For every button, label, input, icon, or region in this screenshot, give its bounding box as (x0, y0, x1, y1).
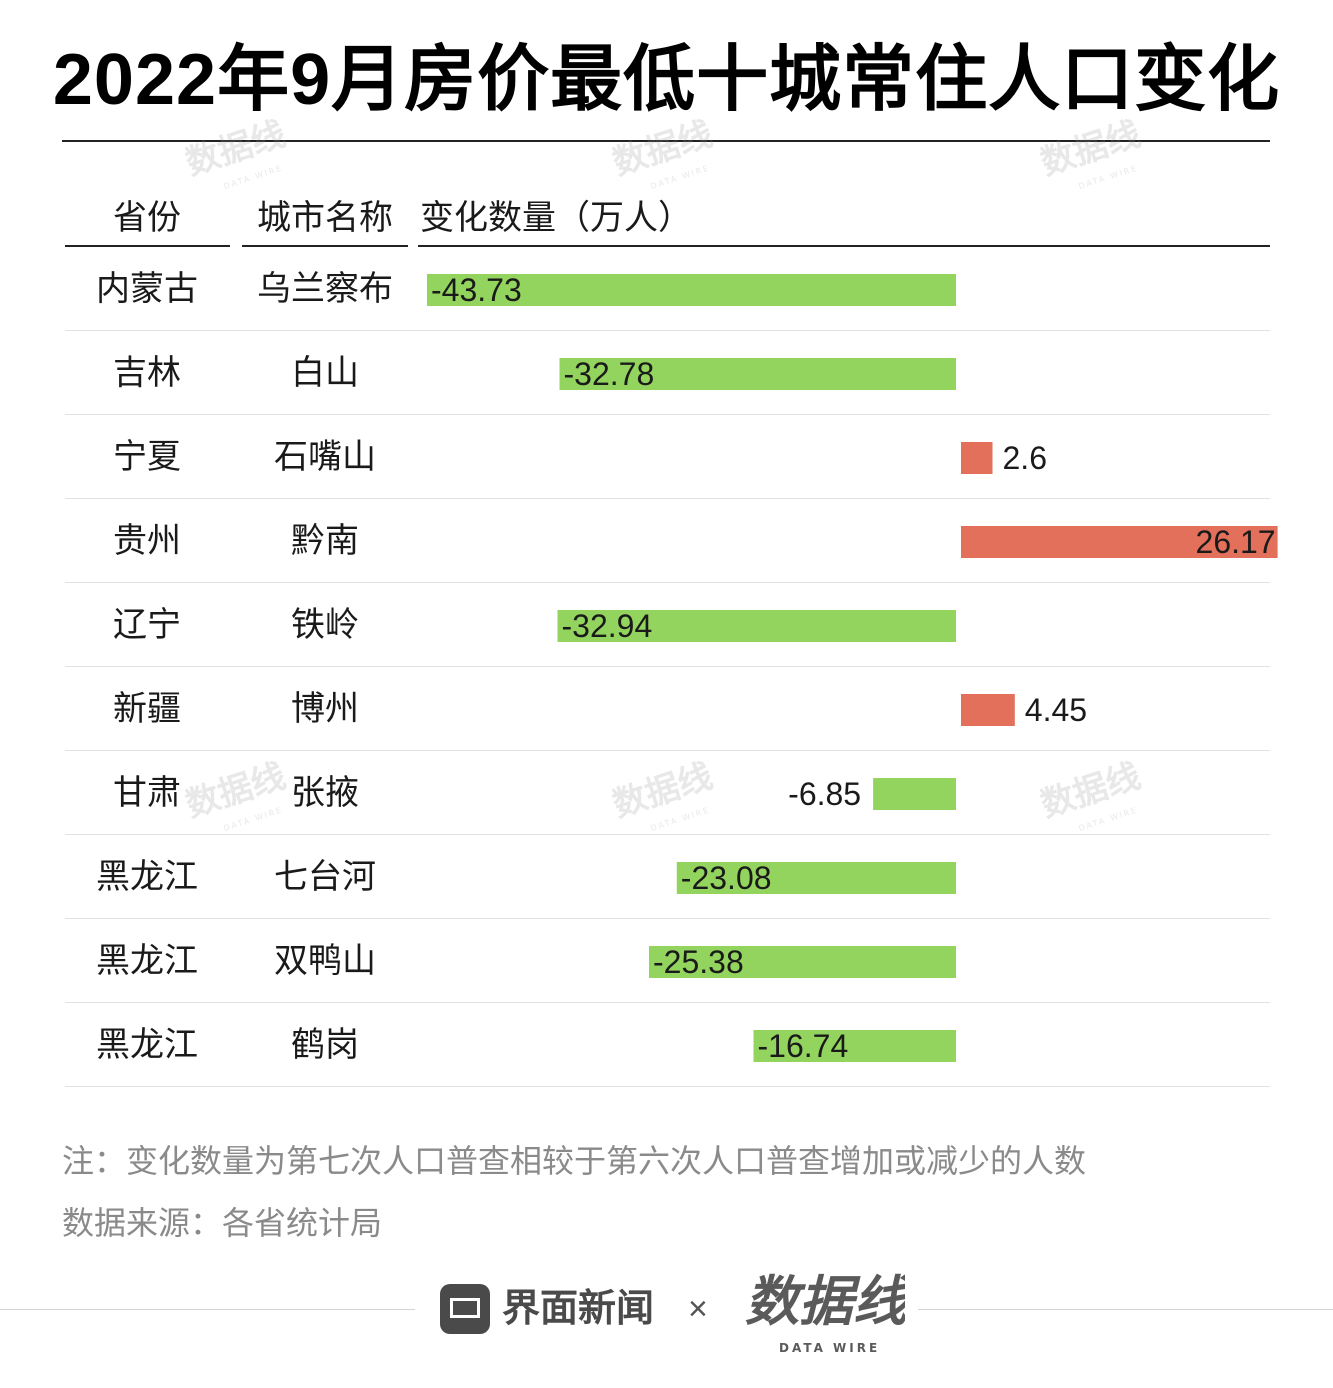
bar (427, 274, 956, 306)
row-city: 石嘴山 (274, 438, 376, 476)
row-province: 新疆 (113, 690, 181, 728)
row-divider (65, 498, 1270, 499)
row-divider (65, 918, 1270, 919)
row-province: 辽宁 (113, 606, 181, 644)
row-city: 乌兰察布 (257, 270, 393, 308)
header-divider-city (242, 245, 408, 247)
header-divider-province (65, 245, 230, 247)
title-divider (62, 140, 1270, 142)
bar-value-label: -23.08 (681, 860, 772, 896)
bar-value-label: -32.78 (564, 356, 655, 392)
row-divider (65, 330, 1270, 331)
jiemian-logo-icon (440, 1284, 490, 1334)
watermark-1: 数据线 DATA WIRE (181, 110, 295, 195)
row-city: 白山 (291, 354, 359, 392)
row-province: 贵州 (113, 522, 181, 560)
header-change: 变化数量（万人） (420, 199, 692, 237)
datawire-logo-text: 数据线 (745, 1270, 905, 1333)
footer-divider-left (0, 1309, 415, 1310)
header-province: 省份 (113, 199, 181, 237)
table-row: 吉林 白山 (0, 331, 1333, 415)
row-province: 黑龙江 (96, 942, 198, 980)
bar (961, 526, 1278, 558)
header-city: 城市名称 (257, 199, 393, 237)
watermark-3: 数据线 DATA WIRE (1036, 110, 1150, 195)
table-row: 新疆 博州 (0, 667, 1333, 751)
jiemian-logo-text: 界面新闻 (502, 1288, 655, 1330)
row-city: 七台河 (274, 858, 376, 896)
row-province: 内蒙古 (96, 270, 198, 308)
bar (961, 694, 1015, 726)
table-row: 黑龙江 七台河 (0, 835, 1333, 919)
header-divider-change (418, 245, 1270, 247)
bar (873, 778, 956, 810)
row-province: 吉林 (113, 354, 181, 392)
datawire-logo-sub: DATA WIRE (779, 1341, 880, 1355)
row-city: 鹤岗 (291, 1026, 359, 1064)
bar-value-label: -16.74 (758, 1028, 849, 1064)
bar (649, 946, 956, 978)
footer-divider-right (918, 1309, 1333, 1310)
data-source: 数据来源：各省统计局 (62, 1205, 383, 1241)
watermark-2: 数据线 DATA WIRE (608, 110, 722, 195)
bar-value-label: -25.38 (653, 944, 744, 980)
row-province: 黑龙江 (96, 1026, 198, 1064)
row-province: 宁夏 (113, 438, 181, 476)
bar-value-label: -6.85 (788, 776, 861, 812)
row-province: 黑龙江 (96, 858, 198, 896)
row-divider (65, 666, 1270, 667)
bar-value-label: -32.94 (562, 608, 653, 644)
footnote: 注：变化数量为第七次人口普查相较于第六次人口普查增加或减少的人数 (62, 1143, 1087, 1179)
row-divider (65, 1002, 1270, 1003)
row-city: 博州 (291, 690, 359, 728)
bar-value-label: -43.73 (431, 272, 522, 308)
bar (557, 610, 956, 642)
bar-value-label: 2.6 (1003, 440, 1047, 476)
bar (676, 862, 956, 894)
table-row: 甘肃 张掖 (0, 751, 1333, 835)
table-row: 宁夏 石嘴山 (0, 415, 1333, 499)
watermark-5: 数据线 DATA WIRE (608, 752, 722, 837)
table-row: 辽宁 铁岭 (0, 583, 1333, 667)
watermark-6: 数据线 DATA WIRE (1036, 752, 1150, 837)
bar-value-label: 4.45 (1025, 692, 1087, 728)
bar-chart: -43.73 -32.78 2.6 26.17 -32.94 4.45 -6.85 -23.0… (427, 272, 1278, 1064)
chart-title: 2022年9月房价最低十城常住人口变化 (52, 40, 1281, 120)
table-row: 内蒙古 乌兰察布 (0, 247, 1333, 331)
row-divider (65, 414, 1270, 415)
table-row: 贵州 黔南 (0, 499, 1333, 583)
watermark-4: 数据线 DATA WIRE (181, 752, 295, 837)
row-city: 铁岭 (291, 606, 359, 644)
row-city: 双鸭山 (274, 942, 376, 980)
row-divider (65, 582, 1270, 583)
row-divider (65, 834, 1270, 835)
row-divider (65, 750, 1270, 751)
row-divider (65, 1086, 1270, 1087)
row-province: 甘肃 (113, 774, 181, 812)
bar-value-label: 26.17 (1196, 524, 1276, 560)
table-row: 黑龙江 鹤岗 (0, 1003, 1333, 1087)
datawire-logo: 数据线 DATA WIRE (745, 1270, 905, 1355)
row-city: 黔南 (291, 522, 359, 560)
bar (559, 358, 956, 390)
bar (961, 442, 993, 474)
table-row: 黑龙江 双鸭山 (0, 919, 1333, 1003)
row-city: 张掖 (291, 774, 359, 812)
bar (753, 1030, 956, 1062)
times-sign: × (688, 1290, 708, 1328)
